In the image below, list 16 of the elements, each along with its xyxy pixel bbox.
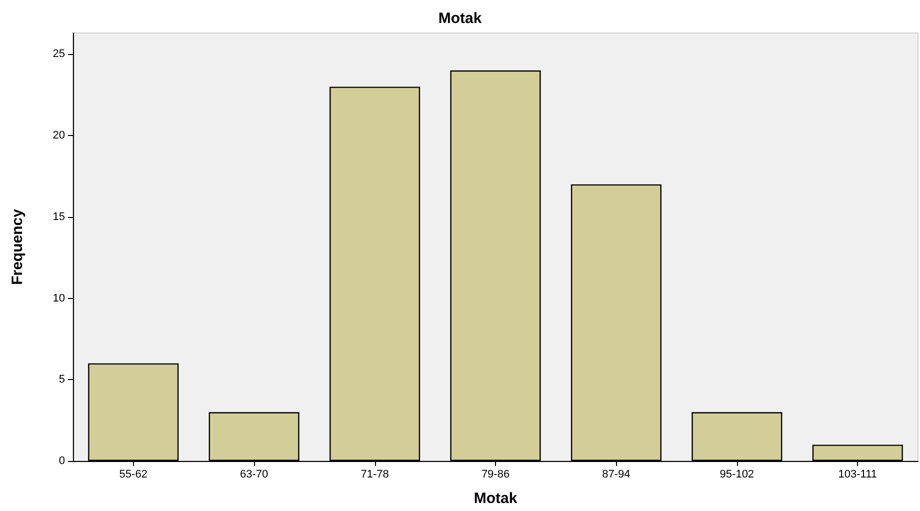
- y-tick-label: 20: [52, 130, 65, 142]
- y-tick-label: 5: [58, 374, 65, 386]
- x-tick-label: 103-111: [838, 468, 878, 480]
- y-tick-label: 0: [58, 455, 65, 467]
- y-tick-label: 15: [52, 210, 65, 223]
- chart-title: Motak: [438, 10, 482, 27]
- y-tick-label: 10: [52, 292, 65, 304]
- x-tick-label: 95-102: [720, 468, 754, 480]
- x-tick-label: 63-70: [240, 468, 268, 480]
- x-tick-label: 71-78: [360, 468, 389, 480]
- x-axis-title: Motak: [474, 490, 518, 507]
- x-tick-label: 79-86: [481, 468, 510, 480]
- y-axis-title: Frequency: [9, 208, 26, 285]
- x-tick-label: 55-62: [119, 468, 148, 480]
- x-tick-label: 87-94: [602, 468, 630, 480]
- y-tick-label: 25: [52, 48, 65, 60]
